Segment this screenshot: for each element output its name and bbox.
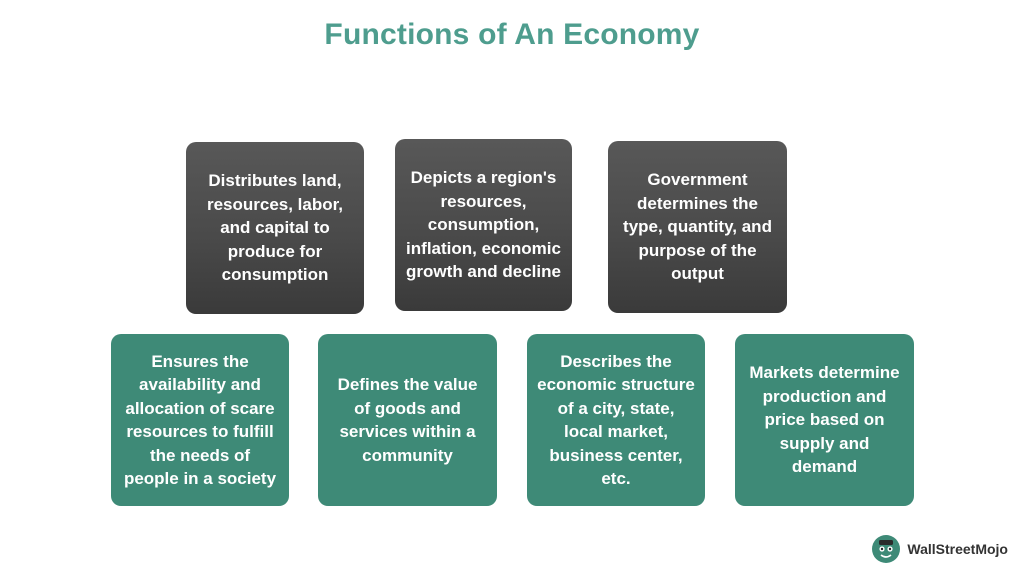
bottom-box-text: Defines the value of goods and services … — [337, 375, 478, 465]
bottom-box-text: Describes the economic structure of a ci… — [537, 351, 695, 489]
top-box-government: Government determines the type, quantity… — [608, 141, 787, 313]
bottom-box-defines: Defines the value of goods and services … — [318, 334, 497, 506]
top-box-text: Government determines the type, quantity… — [623, 170, 772, 284]
top-box-text: Distributes land, resources, labor, and … — [206, 171, 344, 285]
wallstreetmojo-logo: WallStreetMojo — [871, 534, 1008, 564]
logo-text: WallStreetMojo — [907, 541, 1008, 557]
mojo-mascot-icon — [872, 535, 901, 563]
bottom-box-text: Ensures the availability and allocation … — [123, 351, 277, 489]
bottom-box-ensures: Ensures the availability and allocation … — [111, 334, 289, 506]
top-box-depicts: Depicts a region's resources, consumptio… — [395, 139, 572, 311]
diagram-title: Functions of An Economy — [324, 18, 700, 51]
bottom-box-markets: Markets determine production and price b… — [735, 334, 914, 506]
bottom-box-text: Markets determine production and price b… — [749, 363, 900, 477]
top-box-distributes: Distributes land, resources, labor, and … — [186, 142, 364, 314]
bottom-box-describes: Describes the economic structure of a ci… — [527, 334, 705, 506]
top-box-text: Depicts a region's resources, consumptio… — [406, 168, 561, 282]
